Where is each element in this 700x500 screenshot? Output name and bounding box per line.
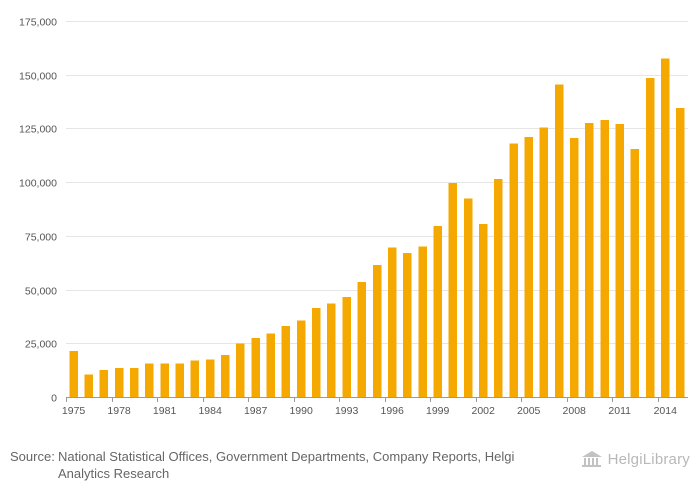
x-tick-label: 2011 xyxy=(608,405,631,417)
y-tick-label: 0 xyxy=(51,393,57,405)
bar-2008[interactable] xyxy=(569,138,579,397)
x-tick-label: 1987 xyxy=(244,405,268,417)
bar-1988[interactable] xyxy=(266,333,276,397)
bar-2005[interactable] xyxy=(524,137,533,397)
x-tick-label: 2008 xyxy=(563,405,587,417)
source-note: Source: National Statistical Offices, Gov… xyxy=(10,448,530,482)
bar-chart: 0 25,000 50,000 75,000 100,000 125,000 150,000… xyxy=(19,17,688,417)
gridlines xyxy=(66,21,688,344)
bar-1999[interactable] xyxy=(433,226,442,397)
x-tick-label: 1990 xyxy=(289,405,313,417)
library-building-icon xyxy=(581,450,603,468)
bar-1997[interactable] xyxy=(403,253,412,397)
y-tick-label: 25,000 xyxy=(25,339,57,351)
x-tick-label: 1999 xyxy=(426,405,450,417)
bar-2009[interactable] xyxy=(585,123,594,397)
bar-1990[interactable] xyxy=(296,320,306,397)
brand-name: HelgiLibrary xyxy=(607,450,690,468)
bars xyxy=(69,58,685,398)
bar-1984[interactable] xyxy=(205,359,215,397)
bar-2011[interactable] xyxy=(615,124,624,397)
x-tick-label: 1978 xyxy=(107,405,131,417)
y-tick-label: 175,000 xyxy=(19,17,57,29)
source-label: Source: xyxy=(10,449,55,464)
y-tick-label: 150,000 xyxy=(19,71,57,83)
bar-1980[interactable] xyxy=(145,363,154,397)
bar-1995[interactable] xyxy=(372,264,382,397)
x-tick-label: 2005 xyxy=(517,405,541,417)
bar-2012[interactable] xyxy=(630,148,640,397)
bar-2007[interactable] xyxy=(554,84,564,397)
x-tick-label: 1975 xyxy=(62,405,86,417)
y-tick-label: 125,000 xyxy=(19,124,57,136)
bar-1985[interactable] xyxy=(221,355,230,397)
bar-1991[interactable] xyxy=(312,307,321,397)
bar-1982[interactable] xyxy=(175,363,185,397)
bar-2003[interactable] xyxy=(494,178,503,397)
bar-1983[interactable] xyxy=(190,360,200,397)
x-axis xyxy=(66,397,688,402)
bar-2004[interactable] xyxy=(509,143,518,397)
bar-1989[interactable] xyxy=(281,326,291,397)
bar-1977[interactable] xyxy=(99,370,109,397)
bar-1992[interactable] xyxy=(327,303,336,397)
bar-1978[interactable] xyxy=(114,367,124,397)
bar-2002[interactable] xyxy=(478,224,488,397)
bar-1998[interactable] xyxy=(418,246,427,397)
x-tick-label: 1993 xyxy=(335,405,359,417)
y-tick-label: 75,000 xyxy=(25,232,57,244)
bar-2014[interactable] xyxy=(661,58,670,397)
bar-1981[interactable] xyxy=(160,363,169,397)
bar-1975[interactable] xyxy=(69,350,78,397)
bar-2000[interactable] xyxy=(448,183,458,397)
bar-1994[interactable] xyxy=(357,282,367,397)
x-tick-label: 1984 xyxy=(198,405,222,417)
x-tick-label: 1981 xyxy=(153,405,177,417)
brand-logo[interactable]: HelgiLibrary xyxy=(581,450,690,468)
bar-1976[interactable] xyxy=(84,374,94,397)
y-axis-tick-labels: 0 25,000 50,000 75,000 100,000 125,000 150,000… xyxy=(19,17,57,405)
bar-1979[interactable] xyxy=(130,367,139,397)
bar-1986[interactable] xyxy=(236,343,245,397)
y-tick-label: 50,000 xyxy=(25,286,57,298)
y-tick-label: 100,000 xyxy=(19,178,57,190)
bar-2001[interactable] xyxy=(463,198,473,397)
bar-2015[interactable] xyxy=(676,108,685,398)
bar-2006[interactable] xyxy=(539,127,549,397)
source-text: National Statistical Offices, Government… xyxy=(58,449,515,481)
bar-1987[interactable] xyxy=(251,337,260,397)
x-tick-label: 2002 xyxy=(472,405,496,417)
bar-2010[interactable] xyxy=(600,119,609,397)
x-axis-tick-labels: 1975 1978 1981 1984 1987 1990 1993 1996 1999 2002… xyxy=(62,405,677,417)
bar-2013[interactable] xyxy=(645,77,655,397)
bar-1996[interactable] xyxy=(387,247,397,397)
x-tick-label: 2014 xyxy=(654,405,678,417)
bar-1993[interactable] xyxy=(342,297,351,397)
x-tick-label: 1996 xyxy=(380,405,404,417)
